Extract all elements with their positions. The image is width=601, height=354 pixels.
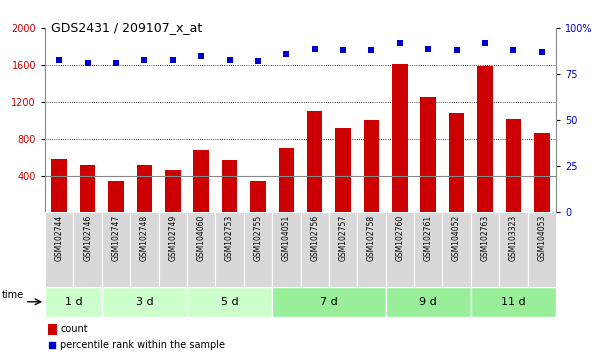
Text: GSM102746: GSM102746 <box>83 215 92 261</box>
Bar <box>357 212 386 287</box>
Bar <box>187 212 215 287</box>
Bar <box>187 287 272 317</box>
Text: GSM102747: GSM102747 <box>112 215 121 261</box>
Text: GSM102760: GSM102760 <box>395 215 404 261</box>
Point <box>480 40 490 46</box>
Text: GSM102763: GSM102763 <box>480 215 489 261</box>
Bar <box>386 287 471 317</box>
Point <box>537 50 546 55</box>
Text: GSM104060: GSM104060 <box>197 215 206 261</box>
Point <box>168 57 178 62</box>
Text: GSM102753: GSM102753 <box>225 215 234 261</box>
Bar <box>335 128 351 212</box>
Point <box>338 47 348 53</box>
Bar <box>45 212 73 287</box>
Bar <box>505 119 521 212</box>
Text: GSM102761: GSM102761 <box>424 215 433 261</box>
Point <box>367 47 376 53</box>
Point <box>111 61 121 66</box>
Text: GSM102748: GSM102748 <box>140 215 149 261</box>
Bar <box>499 212 528 287</box>
Bar <box>222 160 237 212</box>
Point <box>424 46 433 51</box>
Bar <box>471 287 556 317</box>
Bar <box>392 64 407 212</box>
Point <box>395 40 404 46</box>
Bar <box>477 66 493 212</box>
Bar <box>329 212 357 287</box>
Bar <box>307 111 323 212</box>
Text: GSM103323: GSM103323 <box>509 215 518 261</box>
Bar <box>215 212 244 287</box>
Bar <box>471 212 499 287</box>
Bar <box>386 212 414 287</box>
Bar <box>47 324 57 335</box>
Bar <box>272 287 386 317</box>
Bar <box>421 97 436 212</box>
Bar <box>442 212 471 287</box>
Bar <box>159 212 187 287</box>
Text: percentile rank within the sample: percentile rank within the sample <box>60 340 225 350</box>
Point <box>452 47 462 53</box>
Bar <box>102 287 187 317</box>
Text: GSM102756: GSM102756 <box>310 215 319 261</box>
Point <box>55 57 64 62</box>
Bar <box>165 170 180 212</box>
Text: GSM102757: GSM102757 <box>338 215 347 261</box>
Text: 3 d: 3 d <box>136 297 153 307</box>
Text: GSM102749: GSM102749 <box>168 215 177 261</box>
Text: GSM104053: GSM104053 <box>537 215 546 261</box>
Bar <box>449 113 465 212</box>
Text: GSM102758: GSM102758 <box>367 215 376 261</box>
Bar <box>102 212 130 287</box>
Bar <box>250 181 266 212</box>
Bar <box>80 165 96 212</box>
Text: GSM104051: GSM104051 <box>282 215 291 261</box>
Text: 1 d: 1 d <box>65 297 82 307</box>
Bar <box>534 133 549 212</box>
Text: GSM104052: GSM104052 <box>452 215 461 261</box>
Point <box>139 57 149 62</box>
Point <box>508 47 518 53</box>
Text: time: time <box>2 290 25 300</box>
Text: 5 d: 5 d <box>221 297 239 307</box>
Text: 11 d: 11 d <box>501 297 526 307</box>
Bar <box>364 120 379 212</box>
Bar <box>414 212 442 287</box>
Bar <box>194 150 209 212</box>
Bar <box>272 212 300 287</box>
Text: GSM102744: GSM102744 <box>55 215 64 261</box>
Bar <box>136 165 152 212</box>
Point <box>310 46 320 51</box>
Text: count: count <box>60 324 88 334</box>
Bar <box>108 181 124 212</box>
Bar <box>130 212 159 287</box>
Bar <box>278 148 294 212</box>
Point <box>253 59 263 64</box>
Bar <box>73 212 102 287</box>
Point <box>47 342 57 348</box>
Point <box>197 53 206 59</box>
Bar <box>528 212 556 287</box>
Bar <box>300 212 329 287</box>
Text: GSM102755: GSM102755 <box>254 215 263 261</box>
Point <box>225 57 234 62</box>
Text: 7 d: 7 d <box>320 297 338 307</box>
Text: 9 d: 9 d <box>419 297 437 307</box>
Point <box>83 61 93 66</box>
Bar <box>52 159 67 212</box>
Point <box>281 51 291 57</box>
Text: GDS2431 / 209107_x_at: GDS2431 / 209107_x_at <box>51 21 203 34</box>
Bar <box>45 287 102 317</box>
Bar <box>244 212 272 287</box>
